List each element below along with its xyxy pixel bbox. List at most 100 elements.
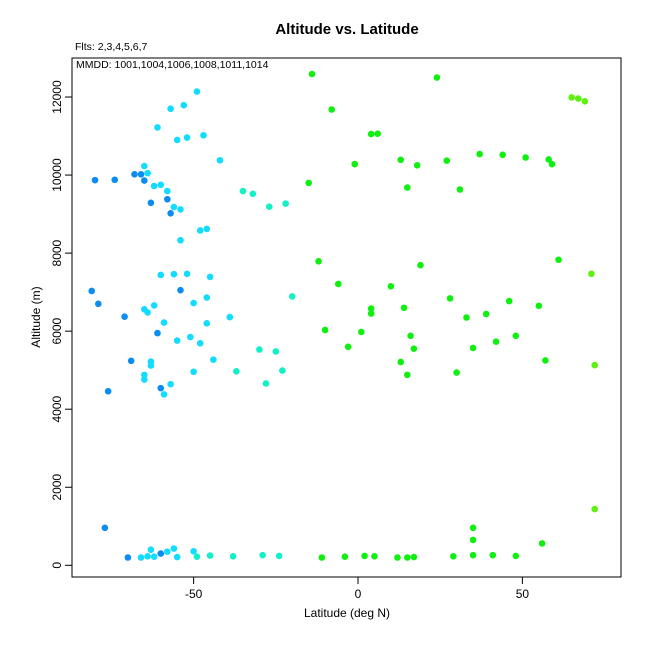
data-point	[173, 136, 181, 144]
plot-frame	[71, 57, 622, 578]
data-point	[371, 553, 378, 560]
data-point	[259, 551, 266, 559]
data-point	[446, 295, 454, 302]
data-point	[407, 332, 414, 340]
data-point	[397, 358, 405, 366]
data-point	[150, 553, 158, 561]
data-point	[542, 357, 549, 364]
data-point	[512, 332, 520, 340]
data-point	[351, 160, 359, 168]
data-point	[124, 554, 132, 561]
data-point	[308, 70, 316, 78]
data-point	[147, 199, 155, 207]
data-point	[374, 130, 382, 138]
data-point	[229, 553, 237, 560]
data-point	[482, 310, 490, 318]
data-point	[160, 391, 168, 398]
data-points	[88, 70, 599, 561]
data-point	[190, 368, 197, 376]
data-point	[173, 337, 181, 344]
data-point	[357, 328, 365, 336]
data-point	[157, 550, 165, 557]
data-point	[203, 320, 211, 327]
data-point	[127, 357, 135, 365]
data-point	[548, 160, 556, 168]
data-point	[144, 553, 151, 560]
data-point	[499, 151, 506, 159]
data-point	[196, 227, 204, 234]
x-axis-title: Latitude (deg N)	[304, 606, 390, 620]
data-point	[183, 270, 191, 278]
data-point	[279, 367, 286, 374]
data-point	[328, 106, 336, 113]
data-point	[489, 551, 497, 559]
data-point	[305, 179, 312, 187]
data-point	[193, 88, 201, 95]
data-point	[288, 293, 296, 300]
data-point	[173, 553, 181, 561]
data-point	[177, 236, 184, 244]
data-point	[200, 131, 207, 139]
data-point	[272, 348, 280, 355]
y-axis: 0 2000 4000 6000 8000 10000 12000	[50, 80, 72, 569]
data-point	[367, 310, 375, 317]
x-tick-label: 50	[516, 587, 530, 601]
data-point	[469, 344, 477, 352]
data-point	[190, 299, 197, 307]
data-point	[144, 309, 151, 316]
data-point	[433, 74, 441, 81]
data-point	[141, 371, 148, 379]
data-point	[170, 545, 178, 552]
data-point	[170, 203, 178, 211]
data-point	[239, 187, 247, 195]
data-point	[121, 313, 128, 321]
data-point	[187, 333, 194, 341]
data-point	[410, 553, 418, 561]
data-point	[157, 181, 165, 189]
data-point	[196, 339, 204, 347]
data-point	[160, 319, 168, 326]
data-point	[101, 524, 109, 532]
data-point	[456, 186, 464, 193]
data-point	[137, 170, 145, 178]
data-point	[568, 94, 575, 101]
data-point	[216, 156, 224, 164]
data-point	[150, 302, 158, 309]
data-point	[104, 387, 112, 395]
data-point	[206, 552, 214, 559]
data-point	[88, 287, 96, 295]
data-point	[91, 176, 99, 184]
data-point	[450, 553, 457, 560]
data-point	[282, 200, 289, 207]
data-point	[463, 314, 470, 321]
data-point	[111, 176, 119, 184]
data-point	[193, 553, 201, 561]
data-point	[203, 225, 211, 233]
data-point	[94, 300, 102, 308]
y-tick-label: 2000	[50, 474, 64, 501]
data-point	[206, 273, 214, 281]
data-point	[147, 546, 155, 553]
data-point	[137, 554, 145, 561]
data-point	[164, 187, 171, 195]
flights-subtitle: Flts: 2,3,4,5,6,7	[75, 41, 148, 53]
data-point	[538, 540, 546, 547]
data-point	[154, 329, 161, 337]
data-point	[321, 326, 329, 334]
y-tick-label: 8000	[50, 239, 64, 266]
data-point	[492, 338, 500, 345]
data-point	[535, 302, 543, 310]
data-point	[588, 270, 595, 278]
y-tick-label: 4000	[50, 396, 64, 423]
data-point	[249, 190, 257, 198]
y-tick-label: 12000	[50, 80, 64, 114]
data-point	[404, 371, 411, 379]
data-point	[361, 552, 368, 560]
data-point	[183, 134, 191, 141]
data-point	[157, 384, 165, 392]
data-point	[574, 95, 582, 102]
data-point	[505, 297, 513, 305]
data-point	[512, 552, 520, 560]
data-point	[387, 282, 395, 290]
y-tick-label: 6000	[50, 317, 64, 344]
